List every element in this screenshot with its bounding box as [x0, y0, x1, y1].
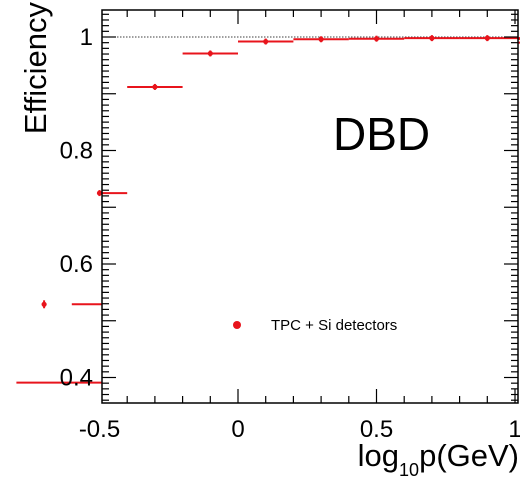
plot-frame: [101, 9, 519, 404]
data-point: [127, 83, 183, 90]
data-point: [348, 35, 405, 42]
x-tick-label: 1: [508, 416, 520, 443]
x-axis-title-main: log: [358, 438, 399, 473]
y-tick-label: 0.6: [60, 251, 93, 278]
legend-label: TPC + Si detectors: [271, 317, 397, 334]
data-point: [41, 300, 102, 309]
data-point: [96, 190, 128, 197]
data-point: [293, 36, 349, 43]
dbd-annotation: DBD: [333, 108, 430, 160]
data-marker: [373, 36, 380, 42]
x-tick-label: 0: [231, 416, 244, 443]
y-tick-label: 0.8: [60, 138, 93, 165]
tick-layer: -1-0.500.511.520.40.60.81: [60, 10, 520, 443]
x-tick-label: -0.5: [79, 416, 120, 443]
x-axis-title-rest: p(GeV): [419, 438, 519, 473]
data-marker: [484, 35, 490, 41]
data-marker: [96, 190, 103, 196]
data-point: [238, 38, 294, 45]
data-point: [459, 35, 515, 42]
y-axis-title: Efficiency: [18, 2, 53, 135]
y-tick-label: 0.4: [60, 365, 93, 392]
x-axis-title-sub: 10: [399, 460, 419, 480]
data-marker: [207, 50, 213, 57]
x-tick-label: 0.5: [360, 416, 393, 443]
data-point: [182, 50, 238, 57]
y-tick-label: 1: [80, 24, 93, 51]
data-marker: [263, 38, 269, 45]
data-marker: [318, 36, 324, 42]
data-layer: [16, 35, 520, 384]
data-marker: [41, 301, 47, 307]
x-axis-title: log10p(GeV): [358, 438, 519, 480]
legend-marker: [233, 321, 241, 329]
data-point: [16, 381, 102, 384]
data-marker: [429, 35, 435, 41]
data-marker: [152, 84, 158, 90]
data-point: [404, 35, 460, 42]
